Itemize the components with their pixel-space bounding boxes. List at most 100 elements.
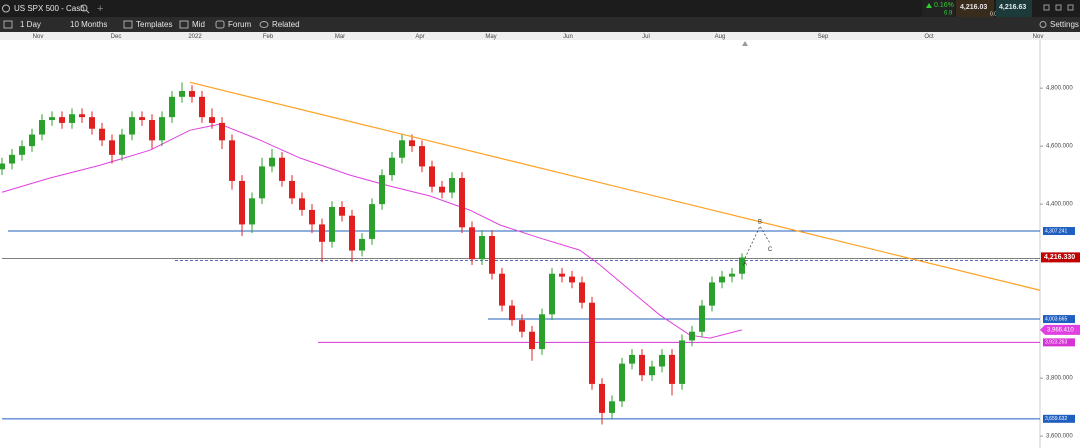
x-tick-label: Sep <box>818 34 829 40</box>
x-tick-label: Aug <box>715 34 726 40</box>
forum-icon <box>215 20 225 29</box>
bid[interactable]: 4,216.03 <box>960 4 987 11</box>
wave-label: B <box>758 220 762 226</box>
candle-body <box>689 331 695 341</box>
candle-body <box>359 238 365 251</box>
menu-item[interactable]: 1 Day <box>20 20 41 29</box>
price-label-box <box>1043 414 1075 423</box>
candle-body <box>119 134 125 155</box>
candle-body <box>669 354 675 384</box>
plot: Nov Dec 2022 Feb Mar Apr May Jun Jul Aug Sep Oct Nov… <box>0 34 1080 440</box>
change-box <box>922 0 955 17</box>
candle-body <box>579 282 585 303</box>
candle-body <box>459 178 465 228</box>
price-label: 3,923.263 <box>1045 340 1067 346</box>
candle-body <box>719 276 725 283</box>
menu-bar-bg <box>0 17 1080 32</box>
candle-body <box>339 207 345 216</box>
candle-body <box>559 273 565 277</box>
candle-body <box>369 204 375 239</box>
top-bar: US SPX 500 - Cash + 0.16% 6.9 4,216.03 0… <box>0 0 1080 32</box>
candle-body <box>29 134 35 147</box>
x-tick-label: Jul <box>642 34 650 40</box>
price-label-box <box>1043 227 1075 236</box>
candle-body <box>469 227 475 260</box>
scroll-marker[interactable] <box>742 41 748 46</box>
candle-body <box>289 180 295 199</box>
top-bar-bg <box>0 0 1080 17</box>
candle-body <box>589 302 595 384</box>
wave-path <box>744 225 771 259</box>
candle-body <box>319 224 325 242</box>
menu-item[interactable]: Mid <box>192 20 205 29</box>
candle-body <box>529 331 535 350</box>
mid-icon <box>179 20 189 29</box>
candle-body <box>509 305 515 321</box>
ask-box[interactable] <box>996 0 1032 17</box>
price-label-box <box>1043 338 1075 347</box>
candle-body <box>409 140 415 147</box>
price-label: 4,216.330 <box>1044 254 1075 261</box>
window-icon[interactable] <box>1043 4 1050 11</box>
up-arrow <box>926 3 932 8</box>
candle-body <box>619 363 625 402</box>
candle-body <box>79 114 85 118</box>
candle-body <box>699 305 705 332</box>
x-tick-label: 2022 <box>188 34 202 40</box>
candle-body <box>639 354 645 376</box>
x-tick-label: Nov <box>33 34 44 40</box>
change: 0.16% <box>934 2 954 9</box>
candle-body <box>419 146 425 167</box>
candle-body <box>659 354 665 367</box>
window-icon[interactable] <box>1067 4 1074 11</box>
candle-body <box>389 157 395 176</box>
x-tick-label: Apr <box>415 34 424 40</box>
search-icon[interactable] <box>80 4 88 12</box>
y-tick-label: 3,800.000 <box>1046 376 1073 382</box>
candle-body <box>69 114 75 123</box>
menu-item[interactable]: Related <box>272 20 300 29</box>
candle-body <box>479 236 485 260</box>
candle-body <box>649 366 655 376</box>
settings[interactable]: Settings <box>1050 20 1079 29</box>
menu-item[interactable]: 10 Months <box>70 20 107 29</box>
time-axis-bg <box>0 32 1080 40</box>
window-icon[interactable] <box>1055 4 1062 11</box>
candle-body <box>189 91 195 97</box>
candle-body <box>519 320 525 332</box>
add-tab[interactable]: + <box>97 3 103 15</box>
wave-label: C <box>768 247 773 253</box>
candle-body <box>499 273 505 306</box>
candle-body <box>429 166 435 187</box>
y-tick-label: 4,800.000 <box>1046 86 1073 92</box>
layout-icon[interactable] <box>3 20 13 29</box>
instrument[interactable]: US SPX 500 - Cash <box>14 4 85 13</box>
x-tick-label: Oct <box>924 34 934 40</box>
candle-body <box>169 96 175 118</box>
candle-body <box>549 273 555 315</box>
moving-average <box>1 123 743 339</box>
bid-box[interactable] <box>956 0 994 17</box>
candle-body <box>0 163 5 170</box>
ask[interactable]: 4,216.63 <box>999 4 1026 11</box>
info-icon[interactable] <box>2 4 10 13</box>
candle-body <box>439 186 445 193</box>
candle-body <box>729 273 735 277</box>
candle-body <box>229 140 235 181</box>
candle-body <box>399 140 405 158</box>
menu-item[interactable]: Forum <box>228 20 251 29</box>
settings-icon <box>1039 21 1047 28</box>
price-label: 3,659.632 <box>1045 416 1067 422</box>
candle-body <box>569 276 575 283</box>
wave-label: A <box>743 262 747 268</box>
candle-body <box>159 117 165 141</box>
price-label: 4,003.665 <box>1045 316 1067 322</box>
candle-body <box>309 209 315 225</box>
candle-body <box>449 178 455 193</box>
menu-item[interactable]: Templates <box>136 20 172 29</box>
candle-body <box>219 122 225 141</box>
candle-body <box>609 401 615 413</box>
candle-body <box>599 383 605 413</box>
templates-icon <box>123 20 133 29</box>
candle-body <box>249 198 255 225</box>
